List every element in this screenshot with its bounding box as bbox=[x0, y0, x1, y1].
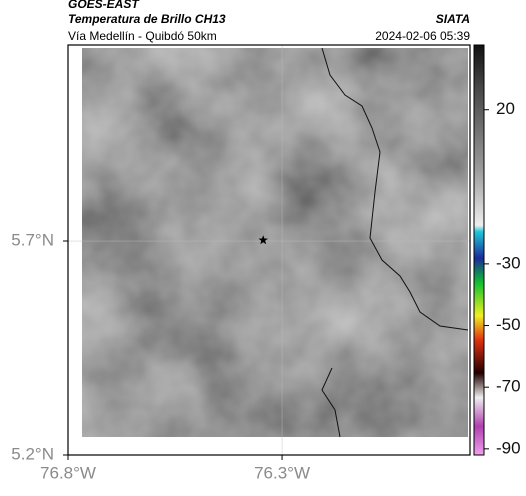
subtitle: Vía Medellín - Quibdó 50km bbox=[68, 29, 217, 43]
source: GOES-EAST bbox=[68, 0, 140, 11]
colorbar-tick-label: -50 bbox=[496, 315, 521, 334]
x-tick-label: 76.8°W bbox=[40, 463, 96, 482]
y-tick-label: 5.7°N bbox=[11, 230, 54, 249]
x-tick-label: 76.3°W bbox=[254, 463, 310, 482]
datetime: 2024-02-06 05:39 bbox=[375, 29, 470, 43]
border-line bbox=[321, 47, 469, 331]
agency: SIATA bbox=[436, 12, 470, 26]
colorbar bbox=[473, 44, 485, 456]
colorbar-tick-label: -70 bbox=[496, 377, 521, 396]
y-tick-label: 5.2°N bbox=[11, 444, 54, 463]
colorbar-tick-label: 20 bbox=[496, 99, 515, 118]
colorbar-tick-label: -30 bbox=[496, 253, 521, 272]
colorbar-tick-label: -90 bbox=[496, 438, 521, 457]
location-marker bbox=[258, 235, 268, 245]
border-line bbox=[321, 367, 341, 438]
map-frame bbox=[67, 44, 471, 456]
title: Temperatura de Brillo CH13 bbox=[68, 12, 226, 26]
cloud-texture bbox=[82, 48, 468, 437]
